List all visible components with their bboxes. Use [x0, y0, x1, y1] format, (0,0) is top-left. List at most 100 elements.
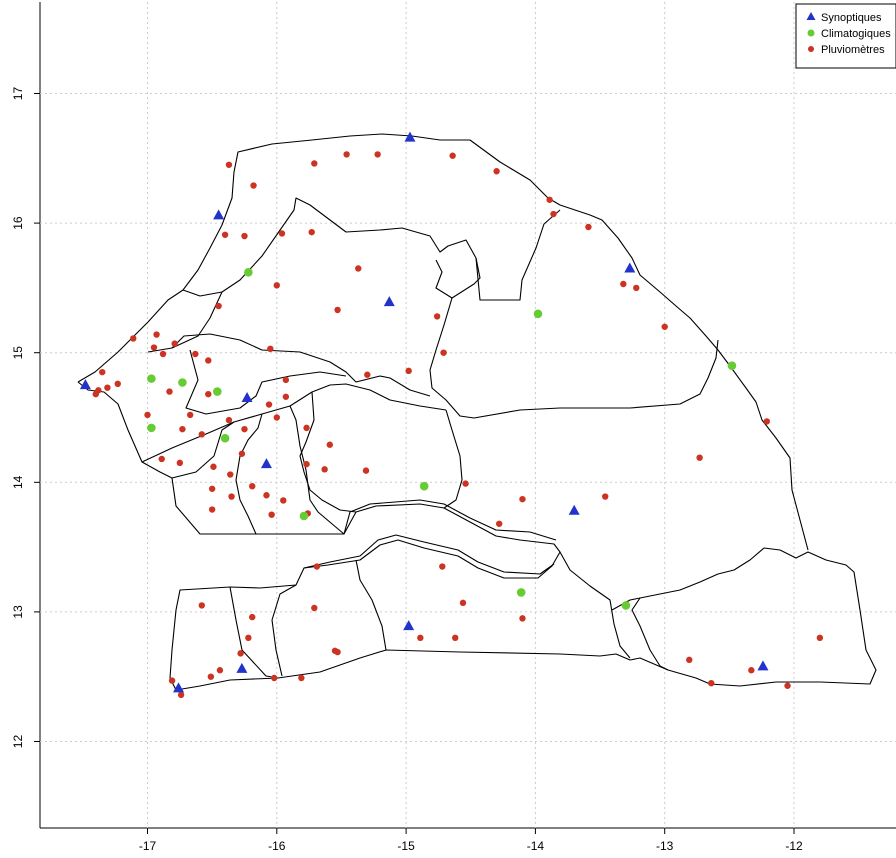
station-markers	[79, 131, 824, 699]
synoptique-station-marker	[568, 504, 580, 515]
pluviometre-station-marker	[686, 656, 693, 664]
pluviometre-station-marker	[282, 376, 290, 384]
circle-marker-icon	[807, 29, 815, 37]
pluviometre-station-marker	[207, 673, 215, 680]
pluviometre-station-marker	[343, 151, 350, 158]
pluviometre-station-marker	[440, 349, 447, 356]
pluviometre-station-marker	[633, 284, 640, 292]
pluviometre-station-marker	[225, 161, 233, 168]
pluviometre-station-marker	[311, 160, 318, 167]
pluviometre-station-marker	[282, 393, 290, 400]
pluviometre-station-marker	[784, 682, 791, 689]
pluviometre-station-marker	[192, 350, 199, 358]
pluviometre-station-marker	[228, 493, 235, 500]
pluviometre-station-marker	[99, 368, 106, 376]
pluviometre-station-marker	[215, 302, 222, 310]
pluviometre-station-marker	[238, 450, 246, 457]
y-tick-label: 14	[11, 475, 25, 489]
pluviometre-station-marker	[462, 480, 469, 487]
synoptique-station-marker	[173, 682, 185, 693]
pluviometre-station-marker	[459, 599, 467, 607]
x-tick-label: -14	[527, 839, 545, 853]
synoptique-station-marker	[757, 660, 769, 671]
gambia-south-border	[303, 534, 555, 575]
pluviometre-station-marker	[198, 431, 206, 438]
pluviometre-station-marker	[519, 495, 526, 503]
pluviometre-station-marker	[205, 357, 212, 364]
climatogique-station-marker	[244, 268, 253, 277]
synoptique-station-marker	[241, 392, 253, 403]
pluviometre-station-marker	[159, 350, 167, 358]
legend-label: Synoptiques	[821, 12, 882, 24]
climatogique-station-marker	[727, 361, 737, 370]
pluviometre-station-marker	[433, 313, 441, 320]
grid-lines	[40, 2, 896, 828]
pluviometre-station-marker	[265, 401, 273, 408]
pluviometre-station-marker	[186, 411, 194, 419]
pluviometre-station-marker	[249, 613, 256, 621]
pluviometre-station-marker	[355, 265, 362, 272]
pluviometre-station-marker	[308, 228, 315, 236]
boundary-10	[299, 391, 357, 513]
pluviometre-station-marker	[280, 497, 287, 504]
pluviometre-station-marker	[267, 345, 274, 353]
climatogique-station-marker	[220, 433, 230, 443]
y-tick-label: 12	[11, 735, 25, 749]
pluviometre-station-marker	[816, 634, 824, 642]
plot-frame	[39, 2, 896, 829]
pluviometre-station-marker	[278, 230, 286, 237]
x-tick-label: -12	[785, 839, 803, 853]
y-tick-label: 16	[11, 216, 25, 230]
pluviometre-station-marker	[171, 340, 178, 347]
legend-label: Pluviomètres	[821, 44, 885, 56]
pluviometre-station-marker	[493, 168, 500, 175]
climatogique-station-marker	[533, 309, 543, 319]
pluviometre-station-marker	[449, 152, 456, 159]
boundary-17	[631, 597, 669, 671]
pluviometre-station-marker	[225, 416, 233, 424]
pluviometre-station-marker	[519, 615, 526, 622]
pluviometre-station-marker	[334, 306, 341, 314]
pluviometre-station-marker	[250, 182, 257, 189]
pluviometre-station-marker	[168, 677, 176, 684]
pluviometre-station-marker	[179, 425, 186, 433]
pluviometre-station-marker	[585, 223, 592, 231]
boundary-5	[171, 333, 431, 397]
country-outline-north	[77, 133, 809, 551]
pluviometre-station-marker	[763, 418, 771, 425]
pluviometre-station-marker	[150, 344, 158, 351]
pluviometre-station-marker	[158, 455, 165, 463]
y-axis: 12 13 14 15 16 17	[11, 87, 40, 749]
pluviometre-station-marker	[708, 679, 715, 687]
pluviometre-station-marker	[221, 231, 229, 238]
boundary-13	[229, 586, 279, 679]
y-tick-label: 13	[11, 605, 25, 619]
country-outline-south	[77, 381, 877, 691]
pluviometre-station-marker	[298, 674, 305, 682]
pluviometre-station-marker	[303, 460, 310, 468]
pluviometre-station-marker	[166, 388, 173, 395]
pluviometre-station-marker	[303, 424, 310, 432]
pluviometre-station-marker	[452, 634, 459, 642]
pluviometre-station-marker	[495, 520, 503, 527]
triangle-marker-icon	[806, 12, 816, 20]
boundary-14	[271, 584, 297, 677]
boundary-11	[443, 409, 463, 509]
pluviometre-station-marker	[620, 280, 627, 288]
climatogique-station-marker	[147, 374, 156, 383]
x-axis: -17 -16 -15 -14 -13 -12	[139, 828, 803, 853]
pluviometre-station-marker	[263, 492, 270, 499]
legend: Synoptiques Climatogiques Pluviomètres	[795, 3, 896, 69]
pluviometre-station-marker	[241, 425, 248, 433]
pluviometre-station-marker	[208, 506, 216, 513]
synoptique-station-marker	[383, 296, 395, 307]
pluviometre-station-marker	[208, 485, 216, 492]
pluviometre-station-marker	[153, 331, 160, 338]
pluviometre-station-marker	[227, 471, 234, 478]
x-tick-label: -15	[397, 839, 415, 853]
x-tick-label: -13	[656, 839, 674, 853]
pluviometre-station-marker	[439, 563, 446, 570]
pluviometre-station-marker	[205, 390, 212, 398]
climatogique-station-marker	[419, 481, 429, 491]
